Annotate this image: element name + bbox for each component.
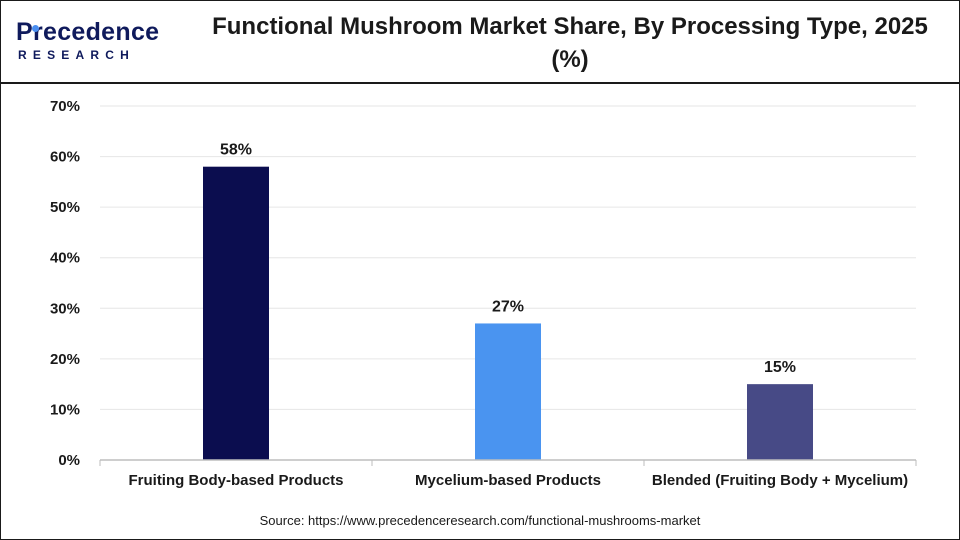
y-tick-label: 30% [50,300,80,317]
y-tick-label: 20% [50,351,80,368]
category-label: Fruiting Body-based Products [128,472,343,489]
logo-wordmark: Precedence [16,18,160,46]
y-tick-label: 70% [50,98,80,115]
logo-subtext: RESEARCH [18,48,135,62]
bars [203,166,813,460]
source-note: Source: https://www.precedenceresearch.c… [259,513,701,528]
bar [475,323,541,460]
data-labels: 58% 27% 15% [220,142,796,376]
data-label: 15% [764,359,796,376]
bar [747,384,813,460]
category-label: Blended (Fruiting Body + Mycelium) [652,472,908,489]
chart-header: Precedence RESEARCH Functional Mushroom … [0,0,960,84]
y-axis-ticks: 0% 10% 20% 30% 40% 50% 60% 70% [50,98,80,469]
y-tick-label: 50% [50,199,80,216]
y-tick-label: 60% [50,149,80,166]
x-axis: Fruiting Body-based Products Mycelium-bas… [99,459,917,489]
y-tick-label: 10% [50,401,80,418]
y-tick-label: 0% [58,452,80,469]
data-label: 58% [220,142,252,159]
brand-logo: Precedence RESEARCH [16,18,166,68]
bar [203,166,269,460]
category-label: Mycelium-based Products [415,472,601,489]
logo-dot-icon [32,25,39,32]
y-tick-label: 40% [50,250,80,267]
chart-title: Functional Mushroom Market Share, By Pro… [212,13,928,73]
data-label: 27% [492,298,524,315]
bar-chart: 0% 10% 20% 30% 40% 50% 60% 70% 58% 27% 15% Fruiti… [50,98,917,489]
